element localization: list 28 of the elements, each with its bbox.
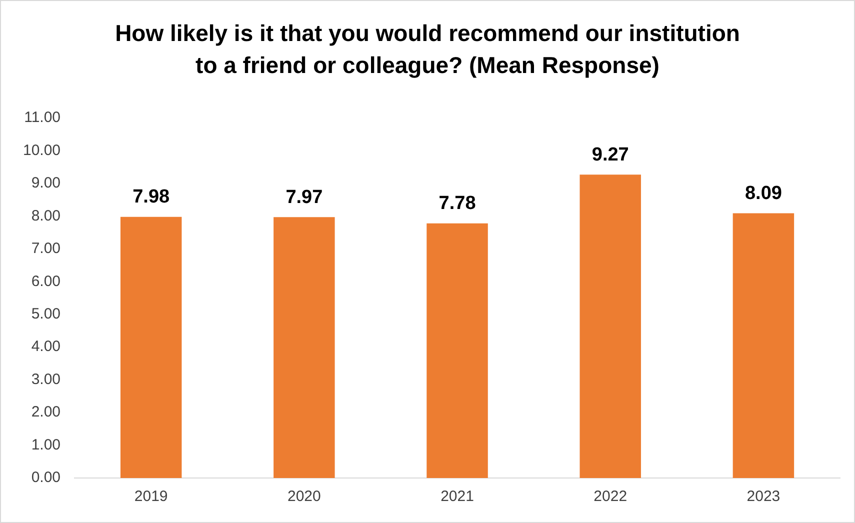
bar xyxy=(120,216,182,478)
y-tick-label: 8.00 xyxy=(31,207,61,224)
data-label: 7.98 xyxy=(132,186,170,208)
x-tick-label: 2021 xyxy=(440,488,474,506)
data-label: 7.78 xyxy=(438,193,476,214)
y-tick-label: 11.00 xyxy=(24,109,61,126)
data-label: 8.09 xyxy=(744,182,782,204)
y-tick-label: 7.00 xyxy=(31,240,61,258)
x-tick-label: 2020 xyxy=(287,488,321,506)
y-tick-label: 4.00 xyxy=(31,338,61,356)
y-tick-label: 3.00 xyxy=(31,370,61,388)
x-tick-label: 2019 xyxy=(134,488,168,506)
y-tick-label: 2.00 xyxy=(31,404,61,421)
y-tick-label: 10.00 xyxy=(22,142,61,159)
y-tick-label: 0.00 xyxy=(31,469,61,486)
y-tick-label: 5.00 xyxy=(31,306,61,323)
bar xyxy=(732,213,794,478)
data-label: 7.97 xyxy=(286,186,323,208)
bar xyxy=(274,217,335,478)
bar xyxy=(580,174,641,478)
y-tick-label: 9.00 xyxy=(31,174,61,192)
chart-title: How likely is it that you would recommend our institution to a friend or colleague? (Mean Response) xyxy=(114,19,741,80)
x-tick-label: 2022 xyxy=(594,488,628,506)
data-label: 9.27 xyxy=(592,144,629,166)
x-tick-label: 2023 xyxy=(746,488,780,506)
bar xyxy=(426,223,488,478)
y-tick-label: 6.00 xyxy=(31,272,61,290)
y-tick-label: 1.00 xyxy=(31,436,61,454)
